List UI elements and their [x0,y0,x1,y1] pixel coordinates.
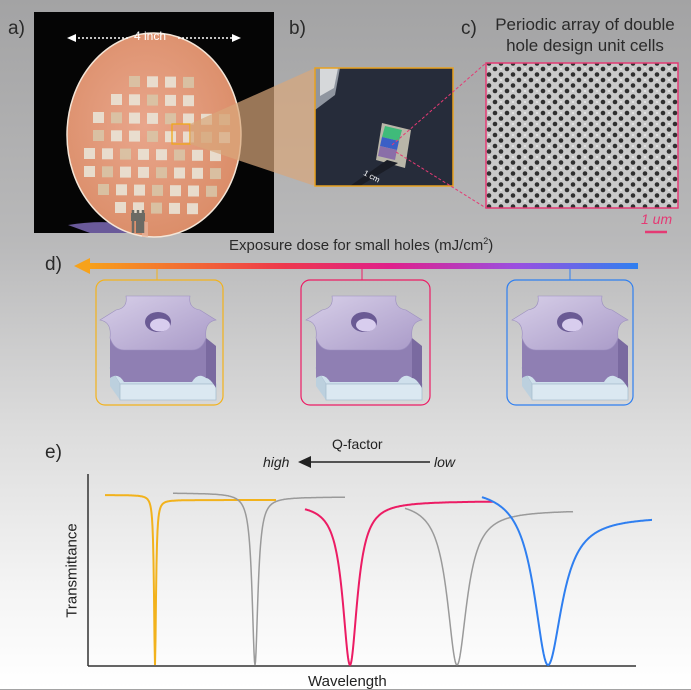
panel-label-e: e) [45,442,62,463]
die [151,202,162,214]
dose-arrow [74,258,638,274]
die [188,185,199,197]
die [116,184,127,196]
panel-c-title: Periodic array of double hole design uni… [485,14,685,56]
die [111,130,122,142]
die [210,168,221,180]
unit-cell-3d-low [99,295,217,401]
die [93,130,104,141]
curve-pink [304,500,494,667]
unit-cell-box-mid-dose [300,279,431,406]
die [129,94,140,106]
panel-label-c: c) [461,18,477,39]
qfactor-label: Q-factor [332,436,383,452]
die [134,184,145,196]
qfactor-arrow [298,456,430,468]
zoom-line-top [391,62,487,146]
die [120,166,131,178]
die [102,166,113,178]
die [187,203,198,215]
die [165,131,176,143]
die [174,167,185,179]
die [169,202,180,214]
die [165,76,176,88]
curve-gray-1 [173,492,345,666]
die [165,94,176,106]
unit-cell-box-low-dose [95,279,224,406]
curve-gray-2 [404,507,574,666]
die [165,113,176,125]
sem-image [485,62,679,209]
y-axis-label: Transmittance [63,523,81,618]
panel-c-title-line2: hole design unit cells [506,36,664,55]
die [156,149,167,161]
die [93,112,104,123]
die [120,148,131,160]
die [152,184,163,196]
tweezers [131,213,145,221]
die [129,76,140,87]
panel-c-title-line1: Periodic array of double [495,15,675,34]
die [147,130,158,142]
panel-label-b: b) [289,18,306,39]
unit-cell-3d-mid [305,295,423,401]
die [174,149,185,161]
die [183,131,194,143]
dose-title-sup: 2 [483,236,489,246]
x-axis-label: Wavelength [308,673,387,690]
zoom-line-bottom [395,151,487,209]
die [192,149,203,161]
dose-title-main: Exposure dose for small holes (mJ/cm [229,237,484,254]
dimension-arrow [67,34,241,42]
low-label: low [434,454,456,470]
die [84,148,95,159]
die [138,166,149,178]
high-label: high [263,454,290,470]
die [210,150,221,162]
die [129,112,140,124]
die [192,167,203,179]
dose-title-end: ) [488,237,494,254]
zoom-wedge [190,68,315,186]
resonance-curves [105,492,652,667]
die [183,95,194,107]
die [147,76,158,88]
die [156,167,167,179]
die [115,202,126,213]
dose-title: Exposure dose for small holes (mJ/cm2) [229,236,493,254]
die [111,94,122,105]
die [133,202,144,214]
die [206,185,217,197]
scale-label: 1 um [641,211,673,227]
curve-orange [105,494,276,666]
die [170,185,181,197]
die [84,166,95,177]
die [111,112,122,124]
panel-label-a: a) [8,18,25,39]
die [147,112,158,124]
curve-blue [481,496,652,667]
die [129,130,140,142]
die [183,76,194,88]
die [147,94,158,106]
panel-label-d: d) [45,254,62,275]
unit-cell-3d-high [511,295,629,401]
wafer-size-label: 4 inch [134,29,167,43]
unit-cell-box-high-dose [506,279,634,406]
die [183,113,194,125]
chip-photo [314,67,454,187]
die [138,148,149,160]
die [98,184,109,195]
die [102,148,113,160]
